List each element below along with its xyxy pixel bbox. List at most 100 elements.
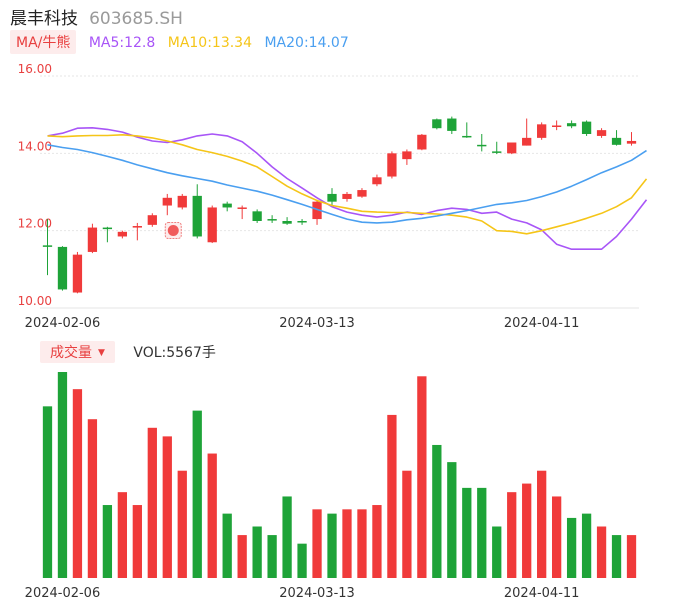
volume-bar xyxy=(267,535,277,578)
volume-bar xyxy=(507,492,517,578)
volume-bar xyxy=(477,487,487,578)
candle-body xyxy=(447,118,457,131)
candle-body xyxy=(596,130,607,136)
volume-value: VOL:5567手 xyxy=(133,345,216,361)
candle-body xyxy=(342,193,352,199)
volume-bar xyxy=(611,535,622,578)
candle-body xyxy=(132,226,142,228)
volume-bar xyxy=(117,492,128,578)
volume-bar xyxy=(596,526,607,578)
moving-average-lines xyxy=(47,127,648,250)
volume-bar xyxy=(581,513,592,578)
candle-body xyxy=(551,125,562,127)
volume-bar xyxy=(42,406,53,578)
volume-bar xyxy=(387,414,397,578)
candlesticks xyxy=(42,116,637,294)
candle-body xyxy=(72,254,83,293)
candle-body xyxy=(282,221,292,224)
ma-type-selector[interactable]: MA/牛熊 xyxy=(10,30,77,54)
candle-body xyxy=(177,195,187,208)
candle-body xyxy=(507,142,517,154)
volume-bar xyxy=(177,470,187,578)
candle-body xyxy=(267,219,277,221)
price-grid xyxy=(40,75,639,309)
volume-bar xyxy=(327,513,337,578)
candle-body xyxy=(611,137,622,145)
volume-bar xyxy=(252,526,262,578)
bull-marker xyxy=(164,221,182,239)
candle-body xyxy=(162,197,172,206)
bull-icon xyxy=(167,224,179,236)
y-tick-label: 14.00 xyxy=(18,139,52,153)
candle-body xyxy=(522,137,532,146)
volume-bar xyxy=(417,376,427,578)
volume-type-label: 成交量 xyxy=(50,345,92,361)
volume-bar xyxy=(297,543,307,578)
candle-body xyxy=(102,227,113,230)
date-axis-ticks: 2024-02-06 2024-02-06 2024-03-13 2024-03-13… xyxy=(25,316,580,601)
ma20-line xyxy=(47,144,647,224)
candle-body xyxy=(581,121,592,134)
candle-body xyxy=(372,177,382,185)
x-tick-label: 2024-04-11 xyxy=(504,316,580,331)
x-tick-label: 2024-02-06 xyxy=(25,586,101,601)
x-tick-label: 2024-04-11 xyxy=(504,586,580,601)
volume-bar xyxy=(222,513,232,578)
volume-bar xyxy=(192,410,202,578)
caret-down-icon: ▼ xyxy=(98,348,105,358)
candle-body xyxy=(626,140,637,144)
candle-body xyxy=(387,153,397,177)
candle-body xyxy=(87,227,98,252)
volume-bar xyxy=(551,496,562,578)
stock-code: 603685.SH xyxy=(89,9,183,29)
volume-bar xyxy=(237,535,247,578)
ma10-legend: MA10:13.34 xyxy=(167,35,253,51)
volume-bar xyxy=(282,496,292,578)
candle-body xyxy=(147,215,157,225)
y-tick-label: 16.00 xyxy=(18,62,52,76)
x-tick-label: 2024-03-13 xyxy=(279,316,355,331)
candle-body xyxy=(537,124,547,138)
volume-bar xyxy=(102,505,113,578)
volume-type-selector[interactable]: 成交量 ▼ xyxy=(40,341,115,363)
x-tick-label: 2024-02-06 xyxy=(25,316,101,331)
volume-bar xyxy=(537,470,547,578)
candle-body xyxy=(207,207,217,243)
volume-bar xyxy=(342,509,352,578)
volume-bar xyxy=(162,436,172,578)
candle-body xyxy=(252,211,262,221)
volume-bar xyxy=(447,462,457,578)
volume-legend-row: 成交量 ▼ VOL:5567手 xyxy=(40,341,216,363)
volume-bar xyxy=(357,509,367,578)
ma-legend-row: MA/牛熊 MA5:12.8 MA10:13.34 MA20:14.07 xyxy=(10,30,349,54)
volume-bar xyxy=(462,487,472,578)
candle-body xyxy=(237,207,247,209)
candle-body xyxy=(357,190,367,197)
candle-body xyxy=(312,201,322,220)
y-tick-label: 12.00 xyxy=(18,217,52,231)
x-tick-label: 2024-03-13 xyxy=(279,586,355,601)
candle-body xyxy=(297,221,307,223)
candle-body xyxy=(42,245,53,247)
volume-bar xyxy=(312,509,322,578)
volume-bar xyxy=(207,453,217,578)
volume-bar xyxy=(432,444,442,578)
volume-bar xyxy=(566,517,577,578)
volume-bars xyxy=(42,372,637,578)
volume-bar xyxy=(147,427,157,578)
candle-body xyxy=(192,195,202,237)
volume-bar xyxy=(372,505,382,578)
volume-bar xyxy=(132,505,142,578)
y-tick-label: 10.00 xyxy=(18,294,52,308)
candle-body xyxy=(117,231,128,237)
stock-header: 晨丰科技 603685.SH xyxy=(10,4,183,29)
candle-body xyxy=(222,203,232,208)
ma10-line xyxy=(47,134,648,235)
volume-bar xyxy=(522,483,532,578)
stock-name: 晨丰科技 xyxy=(10,9,78,29)
volume-bar xyxy=(402,470,412,578)
candle-body xyxy=(417,134,427,150)
volume-bar xyxy=(87,419,98,578)
candle-body xyxy=(57,246,68,290)
candle-body xyxy=(327,193,337,202)
